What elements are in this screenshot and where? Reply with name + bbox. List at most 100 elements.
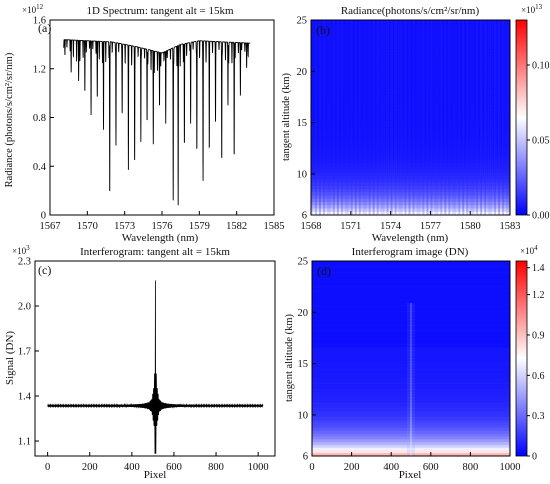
panel-b-cell (380, 49, 383, 53)
panel-b-cell (314, 33, 318, 37)
panel-b-cell (468, 72, 471, 76)
panel-b-cell (492, 98, 495, 102)
panel-b-cell (374, 130, 377, 135)
panel-b-cell (338, 52, 342, 57)
panel-b-cell (414, 42, 417, 47)
panel-b-cell (396, 88, 399, 92)
panel-b-cell (444, 78, 447, 83)
panel-b-cell (388, 163, 391, 167)
panel-b-cell (408, 163, 411, 167)
panel-b-cell (502, 62, 505, 66)
panel-b-cell (408, 75, 411, 79)
panel-b-cell (318, 143, 322, 148)
panel-b-cell (342, 29, 346, 34)
panel-b-cell (428, 179, 431, 183)
panel-b-cell (356, 68, 360, 73)
panel-b-cell (468, 166, 471, 170)
panel-b-cell (396, 163, 399, 167)
panel-b-cell (340, 120, 344, 125)
panel-b-cell (504, 101, 507, 105)
panel-b-cell (416, 98, 419, 102)
panel-b-cell (386, 29, 389, 34)
panel-b-cell (506, 137, 509, 141)
panel-b-cell (440, 104, 443, 109)
panel-b-cell (490, 42, 493, 47)
panel-b-cell (418, 68, 421, 73)
panel-b-cell (350, 179, 354, 183)
panel-b-cell (400, 55, 403, 60)
panel-b-cell (454, 98, 457, 102)
panel-b-cell (346, 114, 350, 118)
panel-b-cell (384, 114, 387, 118)
panel-b-cell (498, 166, 501, 170)
panel-b-cell (436, 124, 439, 128)
panel-b-cell (490, 150, 493, 154)
panel-b-cell (314, 68, 318, 73)
panel-b-cell (346, 62, 350, 66)
panel-b-cell (374, 55, 377, 60)
panel-b-cell (404, 104, 407, 109)
panel-b-cell (338, 62, 342, 66)
panel-b-cell (356, 159, 360, 164)
panel-b-cell (436, 72, 439, 76)
panel-b-cell (506, 49, 509, 53)
panel-b-cell (392, 75, 395, 79)
panel-b-cell (408, 65, 411, 70)
panel-b-cell (330, 62, 334, 66)
panel-b-cell (366, 46, 370, 50)
panel-b-cell (394, 62, 397, 66)
panel-b-cell (462, 36, 465, 40)
panel-b-cell (498, 46, 501, 50)
panel-b-cell (334, 146, 338, 151)
panel-b-cell (464, 127, 467, 131)
panel-b-cell (500, 20, 503, 24)
panel-b-cell (480, 42, 483, 47)
panel-b-cell (416, 146, 419, 151)
panel-b-cell (386, 52, 389, 57)
panel-b-cell (376, 42, 379, 47)
panel-b-cell (348, 59, 352, 63)
panel-b-cell (434, 101, 437, 105)
panel-b-cell (336, 98, 340, 102)
panel-b-cell (374, 23, 377, 27)
panel-b-cell (376, 172, 379, 177)
panel-b-cell (396, 68, 399, 73)
panel-b-cell (472, 146, 475, 151)
panel-b-cell (508, 156, 510, 161)
panel-b-cell (494, 176, 497, 180)
panel-b-cell (418, 23, 421, 27)
panel-b-cell (340, 172, 344, 177)
panel-b-cell (494, 166, 497, 170)
panel-b-cell (470, 88, 473, 92)
panel-b-cell (328, 75, 332, 79)
panel-b-cell (438, 46, 441, 50)
panel-b-cell (480, 62, 483, 66)
panel-b-cell (360, 101, 364, 105)
panel-b-cell (456, 20, 459, 24)
panel-b-cell (406, 150, 409, 154)
panel-b-cell (416, 166, 419, 170)
panel-b-cell (402, 91, 405, 96)
panel-b-cell (380, 59, 383, 63)
panel-b-cell (476, 81, 479, 86)
panel-b-cell (418, 75, 421, 79)
panel-b-cell (344, 75, 348, 79)
panel-b-cell (420, 85, 423, 89)
panel-b-cell (342, 166, 346, 170)
panel-b-cell (336, 140, 340, 144)
panel-b-cell (446, 75, 449, 79)
panel-b-cell (414, 88, 417, 92)
panel-b-cell (348, 42, 352, 47)
panel-b-cell (404, 98, 407, 102)
panel-b-cell (464, 101, 467, 105)
panel-b-cell (364, 156, 368, 161)
panel-b-cell (356, 179, 360, 183)
panel-b-cell (360, 153, 364, 157)
panel-b-cell (348, 68, 352, 73)
panel-b-cell (362, 20, 366, 24)
panel-b-cell (316, 72, 320, 76)
panel-b-cell (494, 153, 497, 157)
panel-b-cell (422, 91, 425, 96)
panel-b-cell (311, 81, 314, 86)
panel-b-cell (350, 81, 354, 86)
